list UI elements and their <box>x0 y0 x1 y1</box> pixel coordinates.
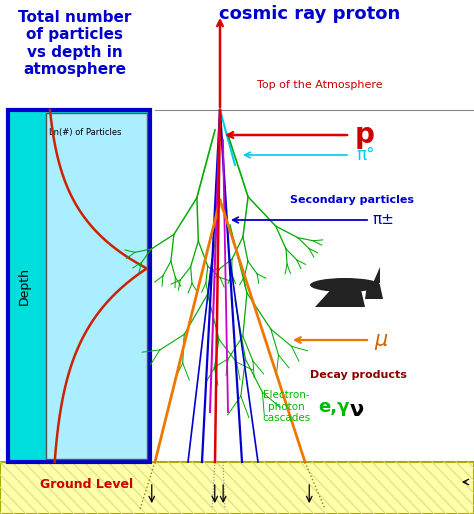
Text: Depth: Depth <box>18 267 30 305</box>
Text: Secondary particles: Secondary particles <box>290 195 414 205</box>
Bar <box>8 110 150 462</box>
Text: Total number
of particles
vs depth in
atmosphere: Total number of particles vs depth in at… <box>18 10 132 77</box>
Text: π°: π° <box>356 146 374 164</box>
Text: ν: ν <box>350 400 364 420</box>
Polygon shape <box>373 267 380 283</box>
Text: p: p <box>355 121 375 149</box>
Bar <box>0 462 474 514</box>
Text: μ: μ <box>374 330 387 350</box>
Bar <box>46 113 147 459</box>
Polygon shape <box>365 285 383 299</box>
Bar <box>155 110 474 462</box>
Text: Ln(#) of Particles: Ln(#) of Particles <box>49 128 121 137</box>
Ellipse shape <box>310 278 380 292</box>
Text: π±: π± <box>373 212 395 228</box>
Text: cosmic ray proton: cosmic ray proton <box>219 5 401 23</box>
Text: Decay products: Decay products <box>310 370 407 380</box>
Text: Electron-
photon
cascades: Electron- photon cascades <box>262 390 310 423</box>
Text: Top of the Atmosphere: Top of the Atmosphere <box>257 80 383 90</box>
Text: e,γ: e,γ <box>318 398 349 416</box>
Polygon shape <box>315 285 365 307</box>
Text: Ground Level: Ground Level <box>40 479 133 491</box>
